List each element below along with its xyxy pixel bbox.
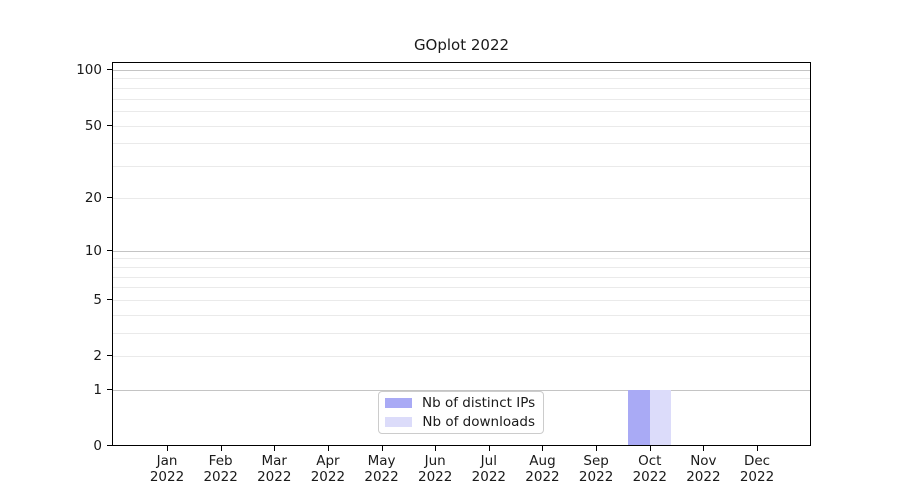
x-tick-year: 2022 [739, 469, 775, 485]
x-tick-month: Dec [743, 453, 771, 469]
x-tick-month: Jun [424, 453, 446, 469]
y-tick-label-2: 2 [93, 348, 102, 365]
gridline-major-10 [113, 250, 810, 252]
x-tick-month: Oct [638, 453, 662, 469]
x-tick-label-feb: Feb 2022 [191, 453, 251, 485]
x-tick-mark-aug [542, 446, 544, 451]
x-tick-mark-feb [220, 446, 222, 451]
x-tick-label-jun: Jun 2022 [405, 453, 465, 485]
gridline-minor-8 [113, 266, 810, 268]
gridline-minor-2 [113, 356, 810, 358]
legend-item-distinct-ips: Nb of distinct IPs [385, 395, 535, 411]
legend-swatch-downloads [385, 417, 412, 427]
legend-label-distinct-ips: Nb of distinct IPs [422, 395, 536, 411]
x-tick-label-aug: Aug 2022 [512, 453, 572, 485]
x-tick-year: 2022 [257, 469, 292, 485]
x-tick-label-jul: Jul 2022 [459, 453, 519, 485]
gridline-minor-30 [113, 166, 810, 168]
x-tick-label-oct: Oct 2022 [620, 453, 680, 485]
x-tick-year: 2022 [525, 469, 560, 485]
gridline-minor-9 [113, 258, 810, 260]
x-tick-month: Nov [690, 453, 717, 469]
gridline-major-100 [113, 70, 810, 71]
x-tick-mark-may [381, 446, 383, 451]
plot-area [112, 62, 811, 446]
legend-swatch-distinct-ips [385, 398, 412, 408]
gridline-minor-5 [113, 300, 810, 302]
x-tick-label-mar: Mar 2022 [244, 453, 304, 485]
legend-item-downloads: Nb of downloads [385, 414, 535, 430]
x-tick-month: Jan [156, 453, 178, 469]
gridline-minor-50 [113, 125, 810, 127]
y-tick-label-20: 20 [84, 189, 102, 206]
x-tick-year: 2022 [471, 469, 506, 485]
x-tick-mark-jan [167, 446, 168, 451]
x-tick-year: 2022 [203, 469, 238, 485]
gridline-minor-7 [113, 276, 810, 278]
y-tick-mark-100 [107, 69, 112, 70]
x-tick-year: 2022 [578, 469, 614, 485]
x-tick-mark-jun [435, 446, 437, 451]
x-tick-mark-jul [488, 446, 490, 451]
y-tick-label-5: 5 [93, 292, 102, 309]
x-tick-year: 2022 [418, 469, 453, 485]
gridline-minor-4 [113, 314, 810, 316]
x-tick-mark-mar [274, 446, 276, 451]
x-tick-year: 2022 [364, 469, 399, 485]
chart-title: GOplot 2022 [413, 36, 510, 54]
y-tick-mark-50 [107, 124, 112, 126]
gridline-minor-70 [113, 98, 810, 100]
y-tick-mark-0 [107, 445, 112, 446]
y-tick-mark-1 [107, 388, 112, 390]
x-tick-year: 2022 [686, 469, 721, 485]
x-tick-year: 2022 [310, 469, 346, 485]
legend: Nb of distinct IPs Nb of downloads [378, 391, 544, 434]
x-tick-label-dec: Dec 2022 [727, 453, 787, 485]
x-tick-label-jan: Jan 2022 [137, 453, 197, 485]
y-tick-label-50: 50 [84, 117, 102, 134]
gridline-minor-80 [113, 87, 810, 89]
x-tick-mark-dec [757, 446, 759, 451]
y-tick-mark-10 [107, 249, 112, 251]
bar-downloads-oct [649, 389, 672, 445]
bar-distinct-ips-oct [628, 389, 650, 445]
gridline-minor-6 [113, 287, 810, 289]
y-tick-label-0: 0 [93, 438, 102, 454]
x-tick-mark-sep [596, 446, 598, 451]
x-tick-month: Apr [316, 453, 340, 469]
y-tick-label-10: 10 [84, 242, 102, 259]
x-tick-year: 2022 [149, 469, 185, 485]
x-tick-mark-apr [327, 446, 329, 451]
x-tick-month: Mar [261, 453, 287, 469]
x-tick-label-apr: Apr 2022 [298, 453, 358, 485]
x-tick-month: Sep [583, 453, 609, 469]
y-tick-mark-2 [107, 355, 112, 357]
x-tick-label-sep: Sep 2022 [566, 453, 626, 485]
gridline-minor-60 [113, 111, 810, 113]
y-tick-mark-5 [107, 299, 112, 301]
x-tick-month: Jul [480, 453, 497, 469]
x-tick-label-nov: Nov 2022 [673, 453, 733, 485]
y-tick-label-100: 100 [76, 62, 102, 78]
x-tick-month: Feb [208, 453, 233, 469]
gridline-minor-20 [113, 197, 810, 199]
gridline-minor-3 [113, 333, 810, 335]
legend-label-downloads: Nb of downloads [422, 414, 535, 430]
x-tick-label-may: May 2022 [352, 453, 412, 485]
x-tick-mark-nov [703, 446, 705, 451]
gridline-minor-40 [113, 143, 810, 145]
gridline-minor-90 [113, 78, 810, 80]
x-tick-month: Aug [529, 453, 556, 469]
gridline-major-1 [113, 389, 810, 391]
x-tick-month: May [367, 453, 396, 469]
x-tick-mark-oct [649, 446, 651, 451]
y-tick-mark-20 [107, 196, 112, 198]
x-tick-year: 2022 [632, 469, 667, 485]
y-tick-label-1: 1 [93, 381, 102, 398]
